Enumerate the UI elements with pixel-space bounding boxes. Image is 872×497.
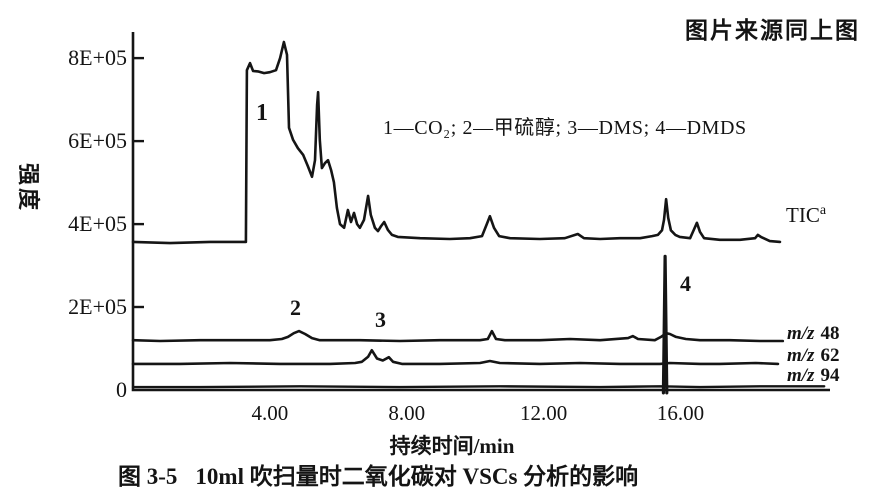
x-tick-label: 4.00 (251, 401, 289, 425)
trace-label-mz62: m/z 62 (787, 345, 839, 367)
x-axis-title: 持续时间/min (389, 434, 515, 458)
trace-tic (131, 40, 782, 245)
y-tick-label: 8E+05 (68, 45, 127, 71)
peak-label-3: 3 (375, 307, 386, 332)
mz-prefix: m/z (787, 345, 815, 366)
peak4-spike (661, 254, 669, 395)
mz-number: 94 (820, 365, 840, 386)
figure-caption-text: 10ml 吹扫量时二氧化碳对 VSCs 分析的影响 (195, 464, 639, 489)
mz-prefix: m/z (787, 365, 815, 386)
y-tick-label: 6E+05 (68, 128, 127, 154)
y-tick-label: 0 (116, 377, 127, 402)
peak-legend: 1—CO₂; 2—甲硫醇; 3—DMS; 4—DMDS (383, 117, 747, 139)
trace-label-tic: TICa (786, 203, 826, 228)
trace-mz48 (131, 329, 785, 343)
peak-label-2: 2 (290, 295, 301, 320)
figure-number: 图 3-5 (118, 464, 178, 489)
trace-label-mz94: m/z 94 (787, 365, 839, 387)
trace-mz94 (131, 385, 826, 389)
y-tick-label: 2E+05 (68, 294, 127, 320)
trace-mz62 (131, 348, 780, 366)
axes-lines (131, 32, 830, 392)
peak-label-1: 1 (256, 100, 268, 126)
x-tick-label: 12.00 (519, 401, 568, 425)
y-tick-label: 4E+05 (68, 211, 127, 237)
trace-label-mz48: m/z 48 (787, 323, 839, 345)
x-tick-label: 8.00 (388, 401, 426, 425)
image-source-note: 图片来源同上图 (685, 17, 860, 43)
tic-superscript: a (819, 203, 827, 218)
mz-number: 48 (820, 323, 840, 344)
mz-prefix: m/z (787, 323, 815, 344)
peak-label-4: 4 (680, 271, 691, 296)
tic-text: TIC (786, 203, 820, 227)
x-tick-label: 16.00 (656, 401, 705, 425)
mz-number: 62 (820, 345, 840, 366)
figure-caption: 图 3-5 10ml 吹扫量时二氧化碳对 VSCs 分析的影响 (118, 457, 638, 491)
